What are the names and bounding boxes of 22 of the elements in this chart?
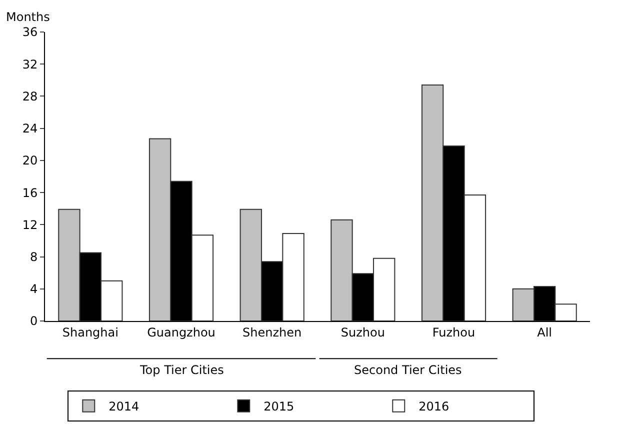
y-tick-label: 24 xyxy=(22,122,38,136)
y-tick-label: 8 xyxy=(30,250,38,264)
y-tick-label: 0 xyxy=(30,314,38,328)
legend-label: 2016 xyxy=(418,400,450,414)
x-tick-label: Suzhou xyxy=(340,325,385,340)
x-tick-label: All xyxy=(537,325,552,340)
x-tick-label: Fuzhou xyxy=(432,325,476,340)
y-tick-label: 20 xyxy=(22,154,38,168)
y-tick-label: 32 xyxy=(22,57,38,72)
text: Second Tier Cities xyxy=(354,363,462,377)
text: Top Tier Cities xyxy=(139,363,224,377)
legend-label: 2015 xyxy=(264,400,294,414)
x-tick-label: Guangzhou xyxy=(147,325,216,340)
legend-label: 2014 xyxy=(108,400,140,414)
y-tick-label: 16 xyxy=(22,186,38,200)
y-tick-label: 28 xyxy=(22,89,38,104)
y-axis-title: Months xyxy=(6,10,50,24)
x-tick-label: Shanghai xyxy=(62,325,118,340)
y-tick-label: 36 xyxy=(22,25,38,40)
x-tick-label: Shenzhen xyxy=(242,325,302,340)
y-tick-label: 4 xyxy=(30,282,38,296)
y-tick-label: 12 xyxy=(22,218,38,232)
